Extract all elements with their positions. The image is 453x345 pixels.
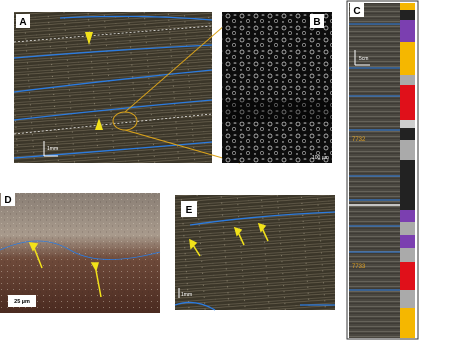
panel-label: C: [353, 6, 360, 17]
panel-c: C 5cm 7732 7733: [346, 0, 419, 340]
scale-label: 100 µm: [312, 155, 329, 161]
scale-label: 5cm: [359, 56, 368, 62]
panel-e: E 1mm: [174, 195, 336, 311]
scale-label: 1mm: [181, 292, 192, 298]
depth-label: 7732: [352, 137, 366, 143]
scale-label: 1mm: [47, 146, 58, 152]
scale-label: 25 µm: [14, 299, 30, 305]
panel-b: B 100 µm: [222, 12, 332, 163]
panel-label: D: [4, 195, 11, 206]
panel-label: B: [313, 17, 320, 28]
panel-label: A: [19, 17, 26, 28]
panel-a: A 1mm: [13, 12, 213, 163]
depth-label: 7733: [352, 264, 366, 270]
panel-d: D 25 µm: [0, 193, 161, 313]
panel-label: E: [186, 205, 193, 216]
